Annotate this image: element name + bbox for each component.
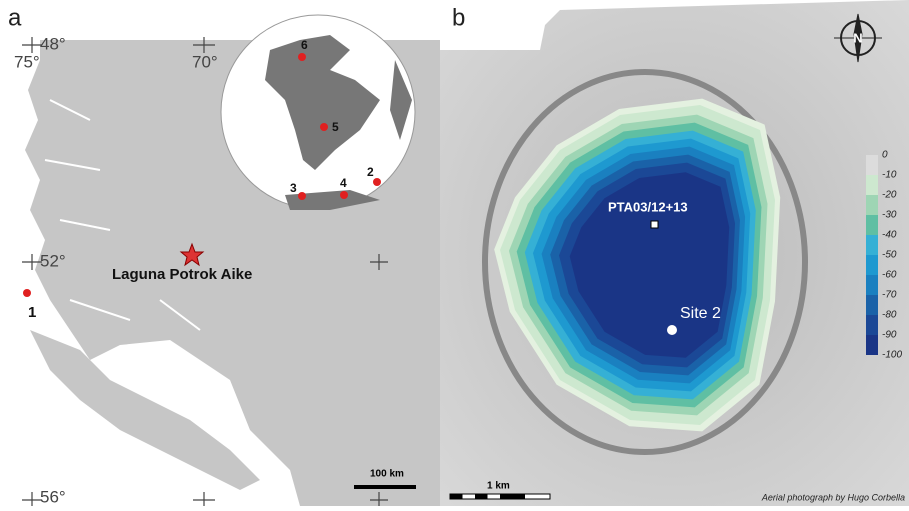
figure: a 48° 75° 70° 52° 56° Laguna Potrok Aike… — [0, 0, 909, 506]
site-marker — [667, 325, 677, 335]
latitude-label: 52° — [40, 251, 66, 270]
legend-swatch — [866, 315, 878, 335]
scale-label: 100 km — [370, 469, 404, 480]
longitude-label: 70° — [192, 52, 218, 71]
core-label: PTA03/12+13 — [608, 199, 688, 214]
scale-bar — [450, 494, 550, 499]
site-label: 2 — [367, 165, 374, 179]
panel-a: a 48° 75° 70° 52° 56° Laguna Potrok Aike… — [8, 4, 440, 506]
compass-label: N — [853, 30, 862, 45]
legend-swatch — [866, 295, 878, 315]
legend-swatch — [866, 175, 878, 195]
latitude-label: 48° — [40, 34, 66, 53]
scale-label: 1 km — [487, 481, 510, 492]
photo-credit: Aerial photograph by Hugo Corbella — [761, 492, 905, 502]
panel-b: PTA03/12+13 Site 2 b N 0 -10 -20 -30 -40 -50 -… — [440, 0, 909, 506]
latitude-label: 56° — [40, 487, 66, 506]
site-label: 3 — [290, 181, 297, 195]
legend-label: -30 — [882, 210, 897, 221]
site-label: 6 — [301, 38, 308, 52]
site-label: 4 — [340, 176, 347, 190]
legend-label: -10 — [882, 170, 897, 181]
core-marker — [651, 221, 658, 228]
legend-label: -20 — [882, 190, 897, 201]
legend-swatch — [866, 335, 878, 355]
panel-label: a — [8, 4, 22, 31]
legend-label: -70 — [882, 290, 897, 301]
legend-label: -90 — [882, 330, 897, 341]
legend-swatch — [866, 215, 878, 235]
legend-label: -40 — [882, 230, 897, 241]
panel-label: b — [452, 4, 465, 31]
legend-swatch — [866, 235, 878, 255]
site-label: 5 — [332, 120, 339, 134]
legend-swatch — [866, 195, 878, 215]
legend-label: -80 — [882, 310, 897, 321]
legend-swatch — [866, 275, 878, 295]
longitude-label: 75° — [14, 52, 40, 71]
legend-swatch — [866, 255, 878, 275]
site-label: Site 2 — [680, 305, 721, 322]
legend-label: -60 — [882, 270, 897, 281]
scale-bar — [354, 485, 416, 489]
legend-label: 0 — [882, 150, 888, 161]
legend-label: -100 — [882, 350, 902, 361]
lake-label: Laguna Potrok Aike — [112, 266, 252, 283]
legend-swatch — [866, 155, 878, 175]
site-label: 1 — [28, 304, 36, 321]
legend-label: -50 — [882, 250, 897, 261]
